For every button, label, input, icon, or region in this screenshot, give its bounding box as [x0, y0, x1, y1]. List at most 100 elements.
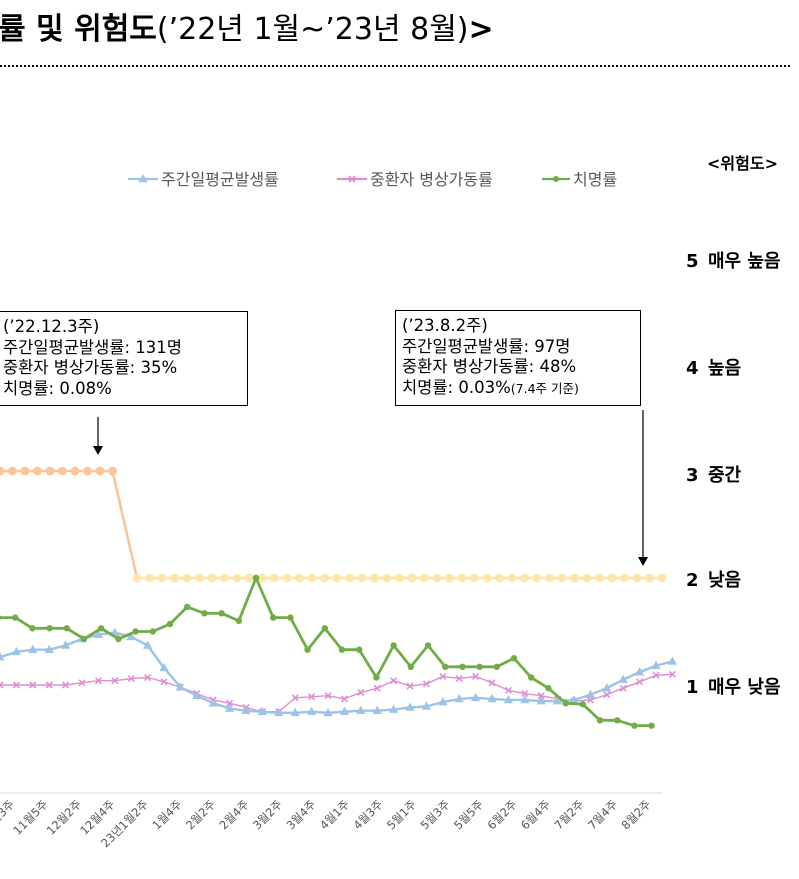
data-point [62, 681, 70, 689]
data-point [132, 628, 139, 635]
risk-level-3: 3 중간 [686, 461, 741, 487]
data-point [320, 573, 329, 583]
data-point [595, 573, 604, 583]
data-point [631, 722, 638, 729]
data-point [348, 175, 356, 183]
data-point [340, 695, 348, 703]
data-point [619, 684, 627, 692]
data-point [149, 628, 156, 635]
data-point [83, 466, 92, 476]
data-point [45, 681, 53, 689]
data-point [618, 674, 628, 683]
data-point [432, 573, 442, 583]
risk-level-5: 5 매우 높음 [686, 247, 781, 273]
annotation-period: (’22.12.3주) [3, 317, 100, 336]
title-divider [0, 65, 790, 67]
data-point [144, 673, 152, 682]
x-tick-label: 4월1주 [317, 797, 352, 832]
data-point [495, 573, 504, 583]
series-risk-level [0, 466, 667, 583]
data-point [521, 689, 529, 698]
title-end: > [468, 12, 494, 47]
arrow-head [638, 557, 648, 566]
data-point [372, 705, 382, 714]
risk-level-label: 매우 낮음 [708, 677, 781, 698]
data-point [339, 706, 349, 716]
data-point [270, 573, 279, 583]
plot-area [0, 466, 677, 729]
data-point [356, 705, 366, 714]
arrow-head [93, 446, 103, 455]
data-point [607, 573, 617, 583]
data-point [420, 573, 429, 583]
data-point [390, 642, 397, 649]
data-point [476, 663, 483, 671]
data-point [405, 702, 415, 711]
data-point [407, 573, 417, 583]
data-point [127, 675, 135, 683]
data-point [532, 573, 542, 583]
data-point [569, 694, 579, 704]
x-axis: 8월3주11월5주12월2주12월4주23년1월2주1월4주2월2주2월4주3월… [0, 792, 662, 850]
data-point [324, 692, 332, 700]
data-point [395, 573, 404, 583]
risk-level-number: 2 [686, 570, 699, 591]
data-point [471, 692, 481, 702]
data-point [225, 703, 235, 712]
data-point [207, 573, 217, 583]
data-point [632, 573, 642, 583]
data-point [291, 694, 299, 702]
risk-level-2: 2 낮음 [686, 566, 741, 592]
data-point [226, 699, 234, 707]
data-point [373, 674, 380, 681]
data-point [487, 693, 497, 703]
data-point [94, 677, 102, 685]
data-point [602, 683, 612, 692]
annotation-incidence: 주간일평균발생률: 97명 [402, 336, 571, 356]
data-point [570, 573, 579, 583]
data-point [332, 573, 342, 583]
annotation-arrows [93, 410, 648, 566]
data-point [651, 660, 661, 670]
annotation-icu: 중환자 병상가동률: 48% [402, 357, 577, 376]
x-tick-label: 5월3주 [417, 797, 452, 832]
risk-level-number: 3 [686, 465, 699, 486]
data-point [504, 686, 512, 694]
risk-level-4: 4 높음 [686, 354, 741, 380]
data-point [175, 682, 185, 691]
title-period: (’22년 1월~’23년 8월) [156, 12, 469, 47]
data-point [111, 677, 119, 685]
data-point [257, 706, 267, 716]
data-point [29, 681, 37, 689]
data-point [61, 640, 71, 649]
series-line [0, 469, 139, 579]
legend-item: 중환자 병상가동률 [337, 170, 493, 189]
data-point [545, 685, 552, 692]
data-point [11, 646, 21, 656]
title-main: 률 및 위험도 [0, 12, 157, 47]
risk-level-number: 5 [686, 251, 699, 272]
data-point [614, 717, 621, 724]
risk-level-1: 1 매우 낮음 [686, 673, 781, 699]
data-point [157, 573, 167, 583]
data-point [29, 625, 36, 632]
data-point [356, 646, 363, 653]
data-point [308, 693, 316, 701]
data-point [28, 644, 38, 653]
data-point [12, 681, 20, 689]
data-point [439, 672, 447, 681]
series-weekly-incidence [0, 627, 677, 717]
series-fatality [0, 574, 655, 729]
data-point [537, 692, 545, 700]
data-point [170, 573, 179, 583]
data-point [438, 697, 448, 706]
data-point [553, 176, 559, 182]
data-point [182, 573, 192, 583]
data-point [0, 681, 4, 689]
data-point [160, 678, 168, 686]
data-point [422, 680, 430, 688]
data-point [235, 617, 242, 624]
data-point [307, 573, 317, 583]
